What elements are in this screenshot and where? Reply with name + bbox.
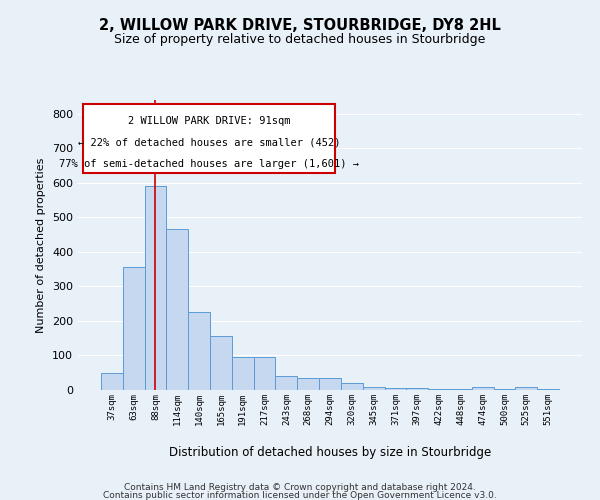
Bar: [472, 387, 494, 390]
Bar: [494, 389, 515, 390]
Bar: [319, 378, 341, 390]
Bar: [275, 376, 297, 390]
Bar: [232, 357, 254, 390]
Bar: [297, 378, 319, 390]
Bar: [101, 372, 123, 390]
Bar: [254, 357, 275, 390]
Y-axis label: Number of detached properties: Number of detached properties: [37, 158, 46, 332]
Text: Contains HM Land Registry data © Crown copyright and database right 2024.: Contains HM Land Registry data © Crown c…: [124, 483, 476, 492]
Text: 77% of semi-detached houses are larger (1,601) →: 77% of semi-detached houses are larger (…: [59, 160, 359, 170]
Text: Distribution of detached houses by size in Stourbridge: Distribution of detached houses by size …: [169, 446, 491, 459]
Bar: [428, 389, 450, 390]
Text: 2, WILLOW PARK DRIVE, STOURBRIDGE, DY8 2HL: 2, WILLOW PARK DRIVE, STOURBRIDGE, DY8 2…: [99, 18, 501, 32]
Bar: [537, 389, 559, 390]
Text: Size of property relative to detached houses in Stourbridge: Size of property relative to detached ho…: [115, 32, 485, 46]
Bar: [210, 336, 232, 390]
Bar: [145, 186, 166, 390]
Bar: [406, 388, 428, 390]
Text: ← 22% of detached houses are smaller (452): ← 22% of detached houses are smaller (45…: [78, 138, 340, 147]
Text: Contains public sector information licensed under the Open Government Licence v3: Contains public sector information licen…: [103, 492, 497, 500]
Bar: [341, 383, 363, 390]
Bar: [385, 388, 406, 390]
Bar: [188, 312, 210, 390]
Text: 2 WILLOW PARK DRIVE: 91sqm: 2 WILLOW PARK DRIVE: 91sqm: [128, 116, 290, 126]
Bar: [123, 268, 145, 390]
Bar: [450, 389, 472, 390]
Bar: [166, 230, 188, 390]
Bar: [363, 387, 385, 390]
FancyBboxPatch shape: [83, 104, 335, 172]
Bar: [515, 387, 537, 390]
